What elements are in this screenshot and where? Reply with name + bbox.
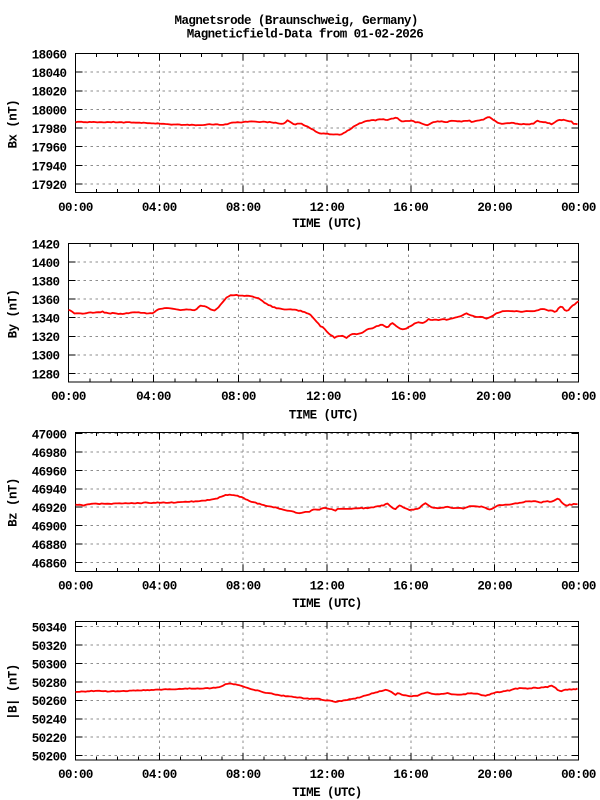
svg-text:16:00: 16:00 xyxy=(393,580,428,594)
svg-text:46900: 46900 xyxy=(32,521,67,535)
svg-text:18060: 18060 xyxy=(32,48,67,62)
svg-text:Bz (nT): Bz (nT) xyxy=(7,478,21,527)
svg-text:20:00: 20:00 xyxy=(476,390,511,404)
svg-text:50320: 50320 xyxy=(32,640,67,654)
svg-text:TIME (UTC): TIME (UTC) xyxy=(292,217,362,231)
svg-text:46960: 46960 xyxy=(32,465,67,479)
svg-text:20:00: 20:00 xyxy=(477,201,512,215)
svg-text:TIME (UTC): TIME (UTC) xyxy=(289,409,359,423)
svg-text:46860: 46860 xyxy=(32,557,67,571)
svg-text:08:00: 08:00 xyxy=(226,580,261,594)
svg-text:TIME (UTC): TIME (UTC) xyxy=(292,597,362,611)
svg-text:04:00: 04:00 xyxy=(136,390,171,404)
svg-text:1400: 1400 xyxy=(32,257,60,271)
svg-text:20:00: 20:00 xyxy=(477,768,512,782)
svg-text:46940: 46940 xyxy=(32,484,67,498)
svg-text:Magnetsrode (Braunschweig, Ger: Magnetsrode (Braunschweig, Germany) xyxy=(175,14,418,28)
svg-text:46880: 46880 xyxy=(32,539,67,553)
svg-text:Bx (nT): Bx (nT) xyxy=(7,100,21,149)
svg-text:04:00: 04:00 xyxy=(142,580,177,594)
svg-text:04:00: 04:00 xyxy=(142,768,177,782)
svg-text:By (nT): By (nT) xyxy=(7,290,21,339)
svg-text:17920: 17920 xyxy=(32,179,67,193)
svg-text:1340: 1340 xyxy=(32,313,60,327)
svg-text:08:00: 08:00 xyxy=(226,201,261,215)
svg-text:18020: 18020 xyxy=(32,86,67,100)
svg-text:00:00: 00:00 xyxy=(561,390,596,404)
svg-text:50280: 50280 xyxy=(32,677,67,691)
svg-text:50260: 50260 xyxy=(32,695,67,709)
svg-text:1300: 1300 xyxy=(32,350,60,364)
svg-text:12:00: 12:00 xyxy=(306,390,341,404)
svg-text:TIME (UTC): TIME (UTC) xyxy=(292,786,362,800)
svg-text:46980: 46980 xyxy=(32,447,67,461)
svg-text:1380: 1380 xyxy=(32,276,60,290)
svg-text:08:00: 08:00 xyxy=(221,390,256,404)
svg-text:|B| (nT): |B| (nT) xyxy=(7,664,21,720)
svg-text:00:00: 00:00 xyxy=(51,390,86,404)
svg-text:16:00: 16:00 xyxy=(393,768,428,782)
svg-text:17940: 17940 xyxy=(32,160,67,174)
svg-text:Magneticfield-Data from 01-02-: Magneticfield-Data from 01-02-2026 xyxy=(187,28,423,42)
svg-text:12:00: 12:00 xyxy=(310,201,345,215)
svg-text:1420: 1420 xyxy=(32,238,60,252)
svg-text:00:00: 00:00 xyxy=(58,201,93,215)
svg-text:17980: 17980 xyxy=(32,123,67,137)
svg-text:1280: 1280 xyxy=(32,368,60,382)
svg-text:00:00: 00:00 xyxy=(58,580,93,594)
svg-text:50240: 50240 xyxy=(32,714,67,728)
svg-text:1360: 1360 xyxy=(32,294,60,308)
svg-text:47000: 47000 xyxy=(32,429,67,443)
svg-text:18040: 18040 xyxy=(32,67,67,81)
svg-text:50220: 50220 xyxy=(32,732,67,746)
svg-text:00:00: 00:00 xyxy=(561,580,596,594)
svg-text:16:00: 16:00 xyxy=(393,201,428,215)
svg-text:50200: 50200 xyxy=(32,751,67,765)
svg-text:50340: 50340 xyxy=(32,622,67,636)
svg-text:16:00: 16:00 xyxy=(391,390,426,404)
svg-text:46920: 46920 xyxy=(32,502,67,516)
svg-text:1320: 1320 xyxy=(32,331,60,345)
svg-text:50300: 50300 xyxy=(32,658,67,672)
svg-text:12:00: 12:00 xyxy=(310,580,345,594)
svg-text:00:00: 00:00 xyxy=(561,768,596,782)
svg-text:17960: 17960 xyxy=(32,142,67,156)
svg-text:00:00: 00:00 xyxy=(561,201,596,215)
svg-text:08:00: 08:00 xyxy=(226,768,261,782)
svg-text:20:00: 20:00 xyxy=(477,580,512,594)
svg-text:04:00: 04:00 xyxy=(142,201,177,215)
svg-text:12:00: 12:00 xyxy=(310,768,345,782)
svg-text:00:00: 00:00 xyxy=(58,768,93,782)
svg-text:18000: 18000 xyxy=(32,104,67,118)
